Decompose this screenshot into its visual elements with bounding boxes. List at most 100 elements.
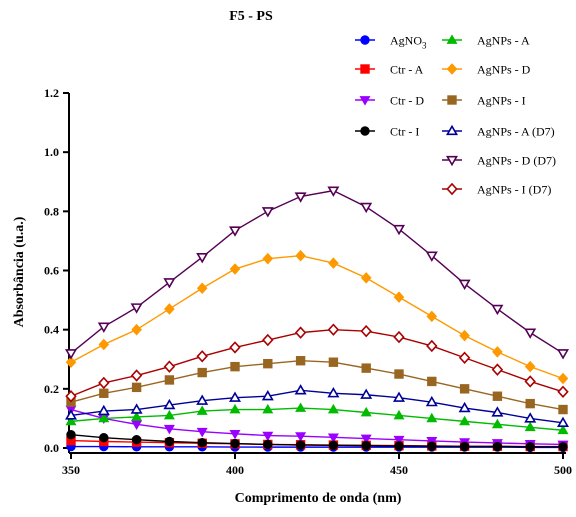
series-8 xyxy=(64,384,570,428)
data-point xyxy=(328,257,339,269)
data-point xyxy=(491,304,504,316)
series-2 xyxy=(66,435,568,452)
y-ticks: 0.0 0.2 0.4 0.6 0.8 1.0 1.2 xyxy=(44,86,69,455)
data-point xyxy=(327,186,340,197)
data-point xyxy=(228,391,242,402)
legend-label: AgNO3 xyxy=(390,34,427,51)
data-point xyxy=(97,404,110,416)
data-point xyxy=(64,349,78,360)
series-10 xyxy=(65,323,569,403)
data-point xyxy=(65,390,77,403)
data-point xyxy=(524,412,537,423)
data-point xyxy=(459,441,470,452)
data-point xyxy=(65,415,77,426)
data-point xyxy=(262,333,274,347)
data-point xyxy=(361,440,371,451)
data-point xyxy=(65,356,77,368)
data-point xyxy=(99,388,109,398)
data-point xyxy=(164,303,175,315)
legend-entry: AgNO3 xyxy=(355,34,427,51)
data-point xyxy=(229,403,241,414)
data-point xyxy=(491,363,504,376)
data-point xyxy=(196,405,208,415)
data-point xyxy=(425,251,438,262)
data-point xyxy=(163,360,176,373)
series-line xyxy=(70,255,564,380)
series-line xyxy=(70,408,564,446)
data-point xyxy=(229,263,241,275)
legend-label: AgNPs - D (D7) xyxy=(477,154,556,168)
legend-swatch-marker xyxy=(360,35,370,45)
data-point xyxy=(196,282,208,295)
legend-label: AgNPs - I (D7) xyxy=(477,183,551,197)
data-point xyxy=(459,415,471,426)
data-point xyxy=(492,391,503,401)
legend-entry: AgNPs - A xyxy=(442,34,530,48)
data-point xyxy=(394,441,404,451)
data-point xyxy=(524,375,536,388)
data-point xyxy=(197,367,207,378)
data-point xyxy=(459,384,470,394)
data-point xyxy=(426,339,438,353)
data-point xyxy=(458,401,471,413)
data-point xyxy=(558,404,568,415)
legend-entry: AgNPs - I (D7) xyxy=(442,183,551,197)
y-tick-label: 0.6 xyxy=(44,264,59,278)
legend-label: AgNPs - A xyxy=(477,34,530,48)
data-point xyxy=(98,338,110,351)
data-point xyxy=(131,435,142,445)
legend-label: AgNPs - I xyxy=(477,94,526,108)
data-point xyxy=(263,439,273,450)
legend-label: Ctr - I xyxy=(390,125,419,139)
legend-swatch-marker xyxy=(446,63,458,75)
data-point xyxy=(327,387,340,398)
data-point xyxy=(426,310,438,323)
data-point xyxy=(427,441,437,451)
series-line xyxy=(70,407,564,431)
data-point xyxy=(427,376,437,387)
legend-entry: AgNPs - D xyxy=(442,63,531,77)
y-tick-label: 0.0 xyxy=(44,441,59,455)
data-point xyxy=(295,432,307,442)
series-5 xyxy=(65,402,569,435)
chart-title: F5 - PS xyxy=(229,9,273,24)
data-point xyxy=(294,384,307,395)
y-tick-label: 1.0 xyxy=(44,145,59,159)
data-point xyxy=(196,427,208,438)
data-point xyxy=(261,207,274,218)
legend-swatch-marker xyxy=(445,124,459,136)
plot-area xyxy=(68,93,566,454)
data-point xyxy=(459,329,470,342)
data-point xyxy=(130,369,143,382)
x-axis-label: Comprimento de onda (nm) xyxy=(235,491,402,506)
data-point xyxy=(230,361,240,372)
data-point xyxy=(392,391,406,402)
data-point xyxy=(557,372,569,385)
data-point xyxy=(66,429,76,440)
data-point xyxy=(327,323,340,336)
data-point xyxy=(458,279,471,291)
data-point xyxy=(295,440,306,450)
data-point xyxy=(163,424,175,435)
data-point xyxy=(393,435,405,446)
data-point xyxy=(557,385,569,399)
y-tick-label: 0.2 xyxy=(44,382,59,396)
data-point xyxy=(491,418,503,429)
y-tick-label: 1.2 xyxy=(44,86,59,100)
data-point xyxy=(98,376,110,390)
data-point xyxy=(558,442,568,452)
data-point xyxy=(525,442,535,452)
legend-swatch-marker xyxy=(446,34,458,44)
legend-label-subscript: 3 xyxy=(422,41,427,51)
data-point xyxy=(263,358,273,369)
x-tick-label: 400 xyxy=(226,463,244,477)
data-point xyxy=(229,429,241,440)
data-point xyxy=(557,424,569,435)
x-ticks: 350 400 450 500 xyxy=(62,453,572,477)
legend-swatch-marker xyxy=(446,182,458,196)
data-point xyxy=(130,303,143,314)
data-point xyxy=(97,322,110,333)
series-layer xyxy=(64,186,570,453)
series-7 xyxy=(66,356,568,415)
data-point xyxy=(228,226,242,237)
